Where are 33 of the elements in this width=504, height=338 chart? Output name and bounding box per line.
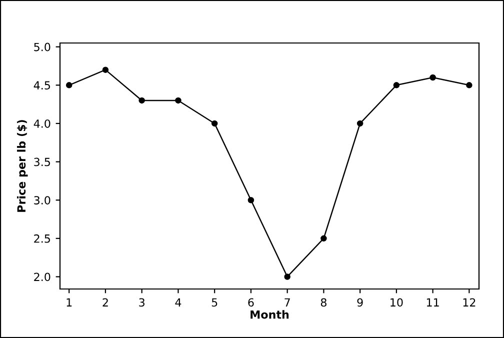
x-tick-label: 2 (102, 298, 108, 306)
point (66, 82, 72, 88)
y-tick-label: 2.0 (34, 272, 50, 282)
point (248, 196, 254, 204)
y-axis-title: Price per lb ($) (16, 120, 28, 212)
x-tick-label: 11 (426, 298, 439, 306)
x-tick-label: 5 (212, 298, 218, 307)
x-tick-label: 3 (139, 298, 144, 307)
point (356, 120, 364, 127)
point (466, 82, 472, 88)
x-tick-label: 1 (66, 298, 72, 306)
x-tick-label: 4 (175, 298, 182, 306)
y-tick-label: 5.0 (34, 42, 50, 52)
point (393, 82, 400, 88)
x-tick-label: 6 (248, 298, 254, 307)
point (102, 66, 109, 73)
point (320, 235, 327, 242)
point (211, 120, 218, 127)
point (284, 274, 290, 280)
y-tick-label: 3.0 (34, 196, 50, 204)
x-tick-label: 12 (463, 298, 476, 306)
x-tick-label: 8 (320, 298, 326, 307)
point (175, 97, 182, 104)
y-tick-label: 2.5 (34, 234, 50, 243)
x-axis-title: Month (250, 310, 289, 319)
point (430, 74, 436, 81)
x-tick-label: 9 (357, 298, 363, 307)
x-tick-label: 10 (390, 298, 403, 307)
y-tick-label: 4.5 (34, 81, 50, 90)
x-tick-label: 7 (284, 298, 290, 306)
point (138, 97, 145, 104)
y-tick-label: 3.5 (34, 158, 50, 166)
y-tick-label: 4.0 (34, 119, 50, 128)
